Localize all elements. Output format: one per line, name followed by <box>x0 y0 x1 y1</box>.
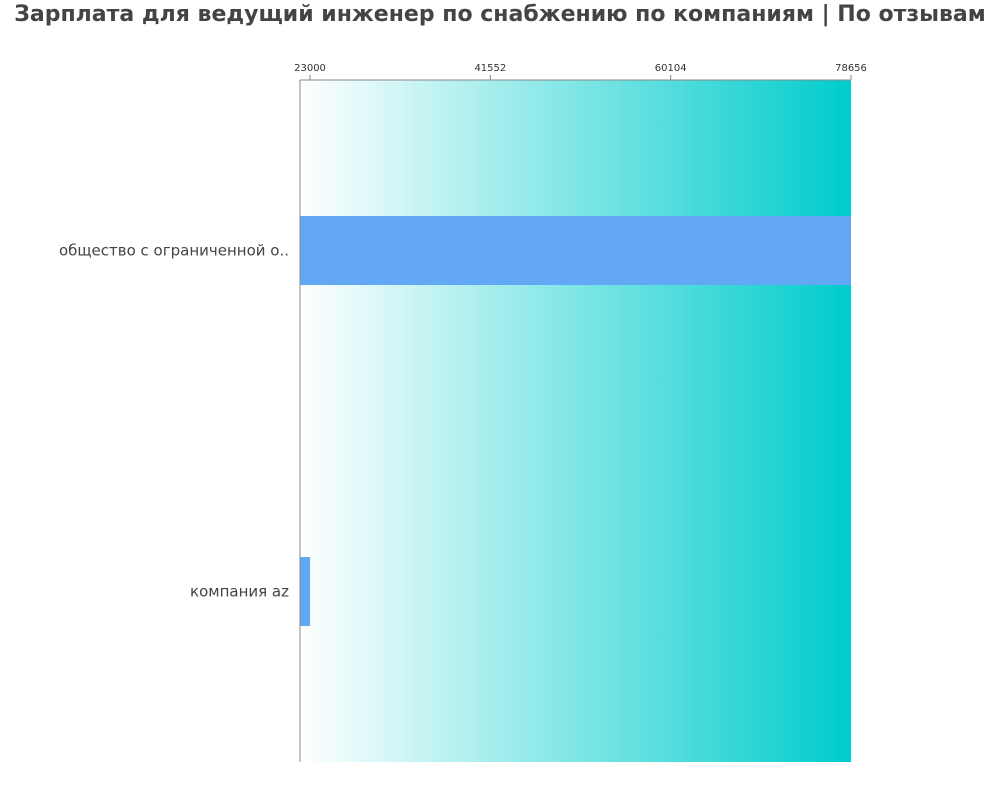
bar <box>300 216 851 285</box>
x-tick-label: 78656 <box>835 63 867 74</box>
x-tick-label: 60104 <box>655 63 687 74</box>
category-label: компания az <box>190 583 289 601</box>
category-label: общество с ограниченной о.. <box>59 242 289 260</box>
x-tick-label: 23000 <box>294 63 326 74</box>
bar <box>300 557 311 626</box>
chart-title: Зарплата для ведущий инженер по снабжени… <box>14 2 986 27</box>
x-tick-label: 41552 <box>474 63 506 74</box>
plot-background <box>300 80 851 762</box>
